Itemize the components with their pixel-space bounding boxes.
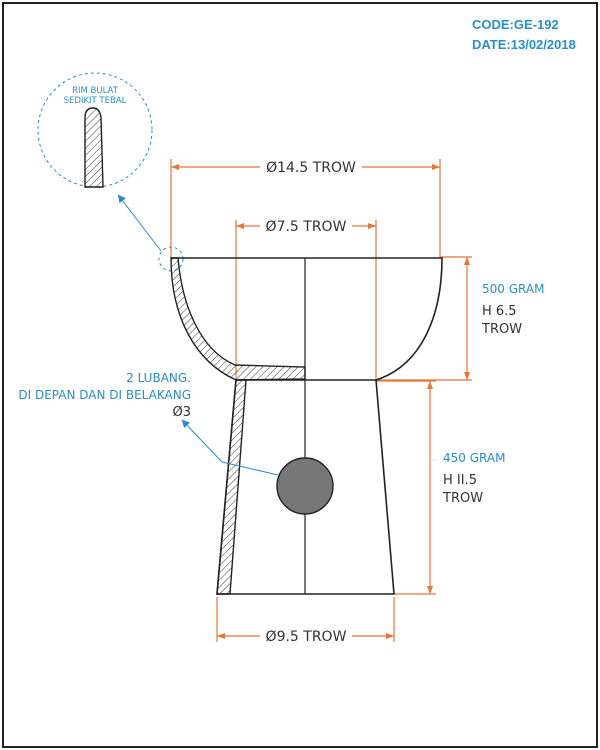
- product-drawing: [170, 257, 443, 595]
- dimension-arrows: [171, 164, 470, 639]
- bowl-outline: [171, 257, 443, 381]
- bowl-wall-section: [170, 257, 306, 381]
- hole-leader-line: [181, 419, 279, 476]
- base-wall-section: [216, 379, 247, 595]
- drawing-code: CODE:GE-192: [472, 17, 559, 32]
- bowl-height-unit: TROW: [481, 322, 522, 337]
- top-diameter-label: Ø14.5 TROW: [266, 160, 356, 176]
- base-diameter-label: Ø9.5 TROW: [266, 629, 347, 645]
- bowl-weight-label: 500 GRAM: [482, 282, 544, 296]
- rim-note-line2: SEDIKIT TEBAL: [64, 96, 127, 106]
- rim-profile-section: [84, 107, 104, 188]
- base-weight-label: 450 GRAM: [443, 451, 505, 465]
- dimension-lines: [170, 159, 472, 642]
- bowl-height-label: H 6.5: [482, 304, 517, 319]
- drawing-date: DATE:13/02/2018: [472, 37, 576, 52]
- base-height-label: H II.5: [443, 473, 477, 488]
- side-hole: [276, 457, 334, 515]
- hole-callout: 2 LUBANG. DI DEPAN DAN DI BELAKANG Ø3: [18, 371, 279, 476]
- rim-detail-callout: RIM BULAT SEDIKIT TEBAL: [37, 72, 184, 272]
- rim-note-line1: RIM BULAT: [72, 86, 119, 96]
- hole-note-line1: 2 LUBANG.: [126, 371, 191, 385]
- hole-note-line2: DI DEPAN DAN DI BELAKANG: [18, 388, 191, 402]
- base-height-unit: TROW: [442, 491, 483, 506]
- rim-detail-circle: [37, 72, 153, 188]
- inner-diameter-label: Ø7.5 TROW: [266, 219, 347, 235]
- rim-leader-line: [117, 194, 162, 252]
- hole-note-line3: Ø3: [172, 405, 191, 420]
